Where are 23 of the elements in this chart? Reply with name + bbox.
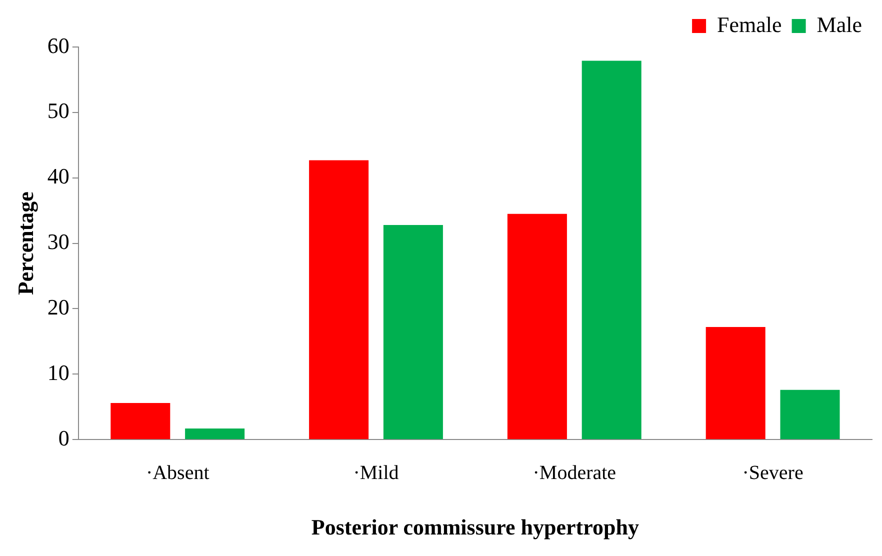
y-tick-label: 20 <box>47 294 70 320</box>
bar <box>383 224 443 440</box>
x-tick-label: ·Moderate <box>532 462 616 484</box>
bar <box>309 160 369 440</box>
x-tick-label: ·Mild <box>353 462 399 484</box>
bar <box>582 60 642 440</box>
y-tick-label: 0 <box>58 425 70 450</box>
y-tick-label: 50 <box>47 98 70 124</box>
x-tick-label: ·Absent <box>146 462 210 484</box>
bar <box>780 390 840 440</box>
y-tick-label: 60 <box>47 32 70 58</box>
legend-label: Female <box>717 12 782 37</box>
bar <box>110 402 170 440</box>
bar <box>185 428 245 440</box>
x-tick-label: ·Severe <box>742 462 804 484</box>
x-axis-title: Posterior commissure hypertrophy <box>311 514 639 540</box>
legend-label: Male <box>816 12 862 37</box>
y-axis-title: Percentage <box>12 191 38 296</box>
y-tick-label: 10 <box>47 360 70 385</box>
bar <box>706 327 766 440</box>
y-tick-label: 30 <box>47 229 70 254</box>
y-tick-label: 40 <box>47 164 70 189</box>
bar <box>507 214 567 440</box>
